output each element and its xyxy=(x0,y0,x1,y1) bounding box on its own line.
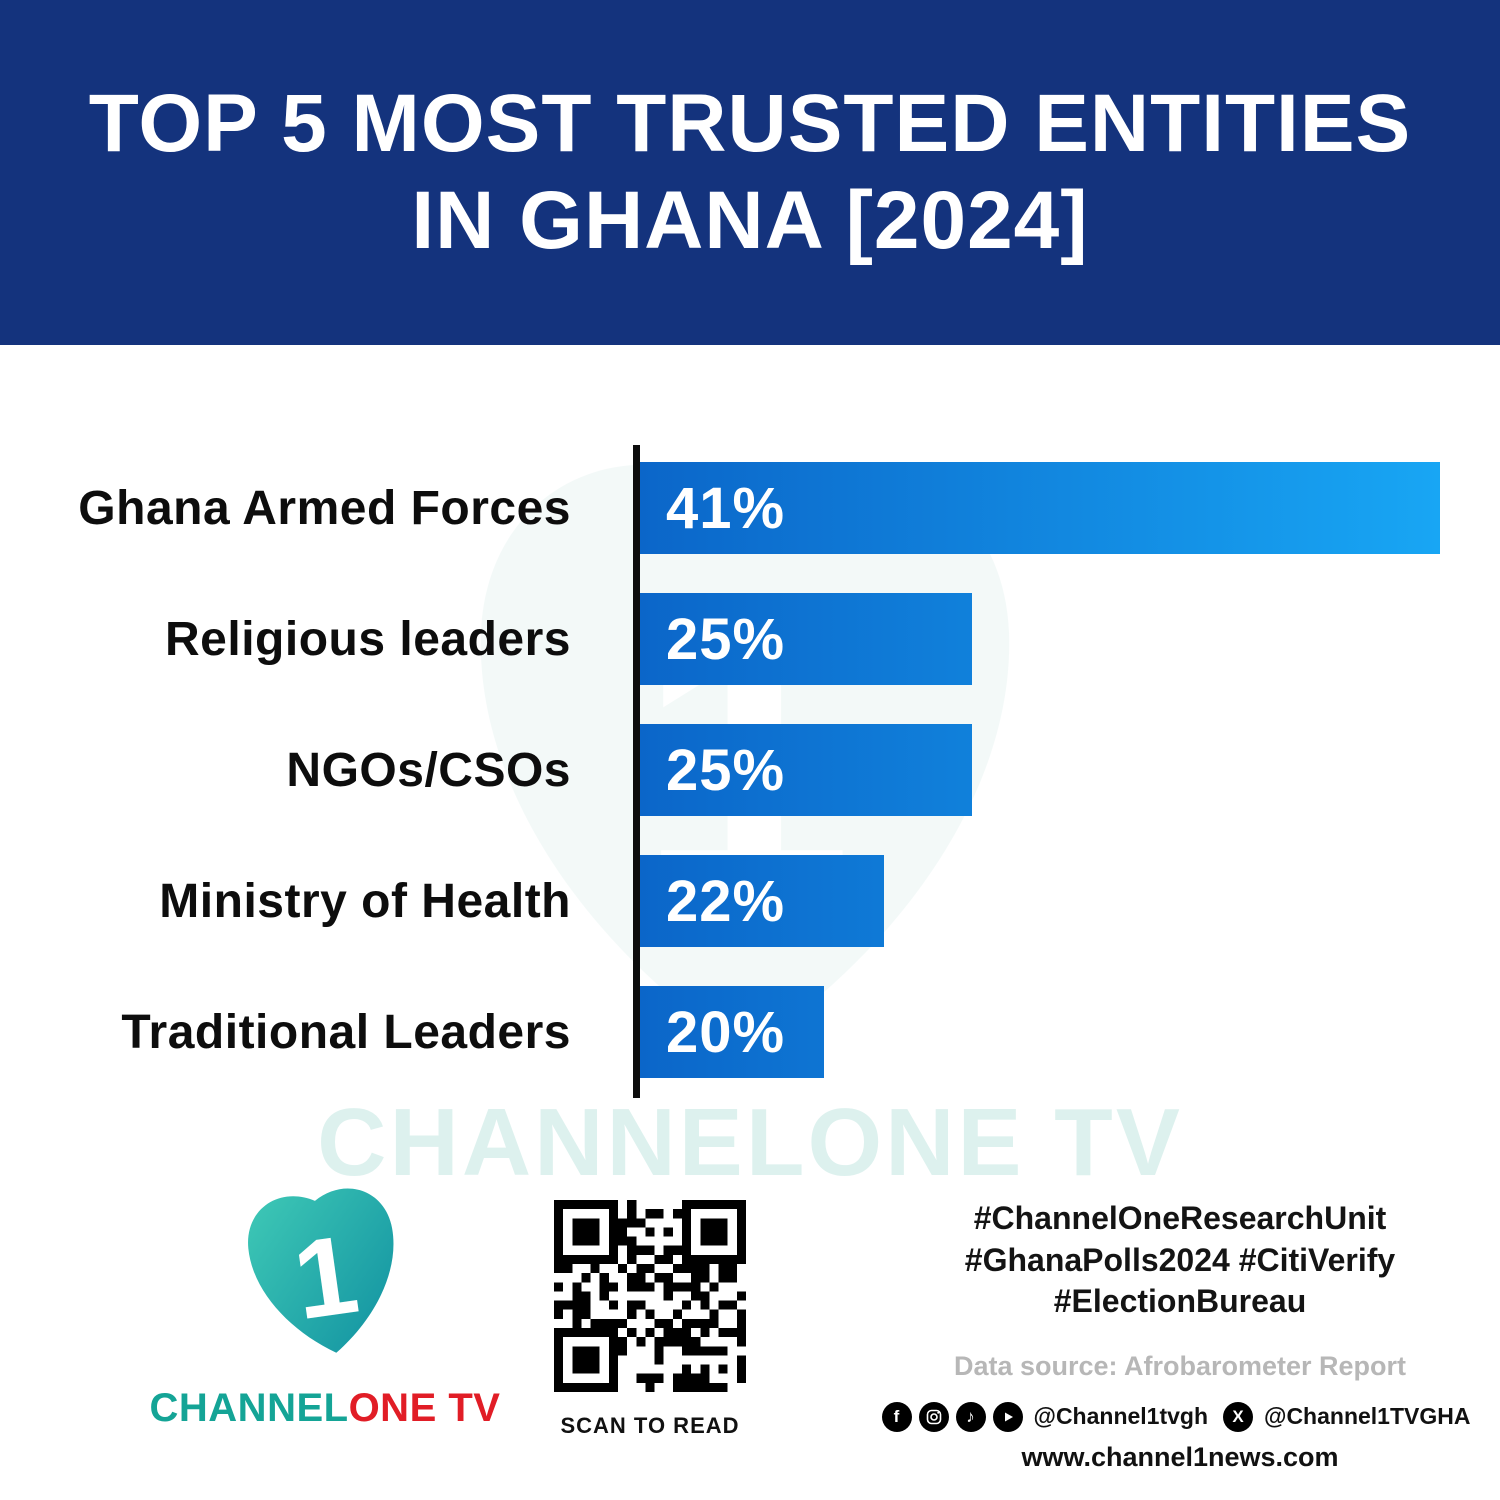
brand-wordmark-one: ONE xyxy=(348,1386,437,1430)
bar-label: Religious leaders xyxy=(165,612,571,666)
bar: 20% xyxy=(640,986,824,1078)
bar-value: 25% xyxy=(666,737,786,803)
bar-label: Ghana Armed Forces xyxy=(78,481,571,535)
x-icon: X xyxy=(1223,1401,1254,1432)
bar-track: 25% xyxy=(640,593,1440,685)
bar-track: 22% xyxy=(640,855,1440,947)
chart-row: Ministry of Health 22% xyxy=(0,855,1500,947)
bar: 25% xyxy=(640,724,972,816)
bar: 25% xyxy=(640,593,972,685)
brand-wordmark: CHANNELONE TV xyxy=(140,1386,510,1431)
instagram-icon xyxy=(918,1401,949,1432)
tiktok-icon: ♪ xyxy=(955,1401,986,1432)
brand-watermark: CHANNELONE TV xyxy=(317,1089,1183,1196)
channel-one-pick-icon: 1 xyxy=(247,1188,393,1353)
qr-caption: SCAN TO READ xyxy=(560,1413,740,1438)
header-banner: TOP 5 MOST TRUSTED ENTITIES IN GHANA [20… xyxy=(0,0,1500,345)
bar-track: 25% xyxy=(640,724,1440,816)
chart-row: Ghana Armed Forces 41% xyxy=(0,462,1500,554)
bar-value: 20% xyxy=(666,999,786,1065)
bar-track: 20% xyxy=(640,986,1440,1078)
social-handle: @Channel1tvgh xyxy=(1033,1403,1209,1430)
qr-block: SCAN TO READ xyxy=(540,1196,760,1439)
website-url: www.channel1news.com xyxy=(1021,1441,1339,1472)
facebook-icon: f xyxy=(881,1401,912,1432)
bar-value: 25% xyxy=(666,606,786,672)
social-row: f ♪ @Channel1tvgh X @Channel1TVGHA xyxy=(880,1401,1480,1432)
footer-info: #ChannelOneResearchUnit #GhanaPolls2024 … xyxy=(880,1198,1480,1473)
bar-label: NGOs/CSOs xyxy=(286,743,571,797)
chart-row: NGOs/CSOs 25% xyxy=(0,724,1500,816)
youtube-icon xyxy=(992,1401,1023,1432)
hashtag-line: #GhanaPolls2024 #CitiVerify xyxy=(964,1241,1396,1278)
bar: 22% xyxy=(640,855,884,947)
data-source: Data source: Afrobarometer Report xyxy=(953,1350,1407,1381)
hashtag-line: #ChannelOneResearchUnit xyxy=(973,1200,1387,1236)
chart-row: Religious leaders 25% xyxy=(0,593,1500,685)
chart-row: Traditional Leaders 20% xyxy=(0,986,1500,1078)
qr-code xyxy=(550,1196,750,1396)
bar-value: 41% xyxy=(666,475,786,541)
page-title: TOP 5 MOST TRUSTED ENTITIES IN GHANA [20… xyxy=(88,77,1412,266)
bar-label: Ministry of Health xyxy=(159,874,571,928)
brand-wordmark-tv: TV xyxy=(436,1386,501,1430)
bar-label: Traditional Leaders xyxy=(121,1005,571,1059)
brand-wordmark-channel: CHANNEL xyxy=(149,1386,349,1430)
bar-chart: Ghana Armed Forces 41% Religious leaders… xyxy=(0,462,1500,1078)
hashtag-line: #ElectionBureau xyxy=(1053,1283,1307,1320)
bar-track: 41% xyxy=(640,462,1440,554)
chart-axis-line xyxy=(633,445,640,1098)
bar: 41% xyxy=(640,462,1440,554)
brand-logo: 1 CHANNELONE TV xyxy=(140,1185,510,1431)
x-handle: @Channel1TVGHA xyxy=(1264,1403,1471,1430)
bar-value: 22% xyxy=(666,868,786,934)
